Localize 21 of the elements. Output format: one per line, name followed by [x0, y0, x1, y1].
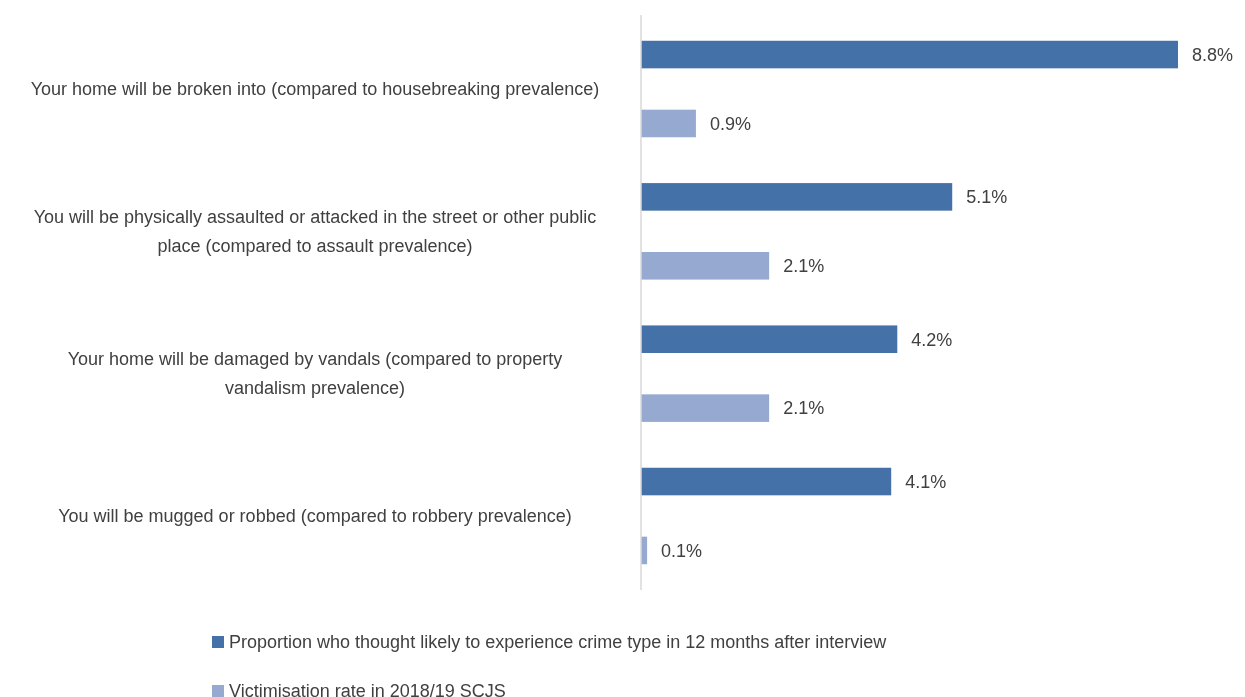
y-tick-label: Your home will be broken into (compared to housebreaking prevalence) [30, 79, 600, 100]
legend-label: Proportion who thought likely to experience crime type in 12 months after interview [229, 632, 888, 653]
y-tick-label: You will be physically assaulted or attacked in the street or other public place (compared to assault prevalence) [33, 207, 597, 257]
data-label: 0.9% [709, 113, 751, 134]
data-label: 8.8% [1192, 44, 1234, 65]
bar [641, 252, 770, 280]
data-label: 2.1% [783, 398, 825, 419]
y-tick-label: Your home will be damaged by vandals (compared to property vandalism prevalence) [67, 349, 563, 399]
bar [641, 467, 892, 496]
bar [641, 40, 1178, 69]
bar [641, 325, 898, 353]
data-label: 4.2% [911, 329, 953, 350]
y-tick-label: You will be mugged or robbed (compared to robbery prevalence) [58, 506, 572, 527]
bar [641, 394, 770, 422]
data-label: 0.1% [661, 540, 703, 561]
data-label: 5.1% [966, 187, 1008, 208]
data-label: 4.1% [905, 471, 947, 492]
bar [641, 109, 696, 138]
legend-label: Victimisation rate in 2018/19 SCJS [229, 681, 506, 697]
data-label: 2.1% [783, 256, 825, 277]
bar [641, 183, 953, 211]
